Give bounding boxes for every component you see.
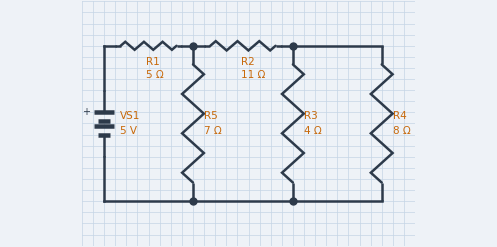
Text: 5 V: 5 V — [120, 126, 137, 136]
Text: 7 Ω: 7 Ω — [204, 126, 222, 136]
Text: 11 Ω: 11 Ω — [241, 70, 265, 80]
Text: 8 Ω: 8 Ω — [393, 126, 411, 136]
Text: 5 Ω: 5 Ω — [147, 70, 164, 80]
Text: R1: R1 — [147, 57, 160, 67]
Text: R4: R4 — [393, 111, 407, 121]
Text: R3: R3 — [304, 111, 318, 121]
Text: +: + — [83, 106, 90, 117]
Text: VS1: VS1 — [120, 111, 140, 121]
Text: R2: R2 — [241, 57, 254, 67]
Text: 4 Ω: 4 Ω — [304, 126, 322, 136]
Text: R5: R5 — [204, 111, 218, 121]
